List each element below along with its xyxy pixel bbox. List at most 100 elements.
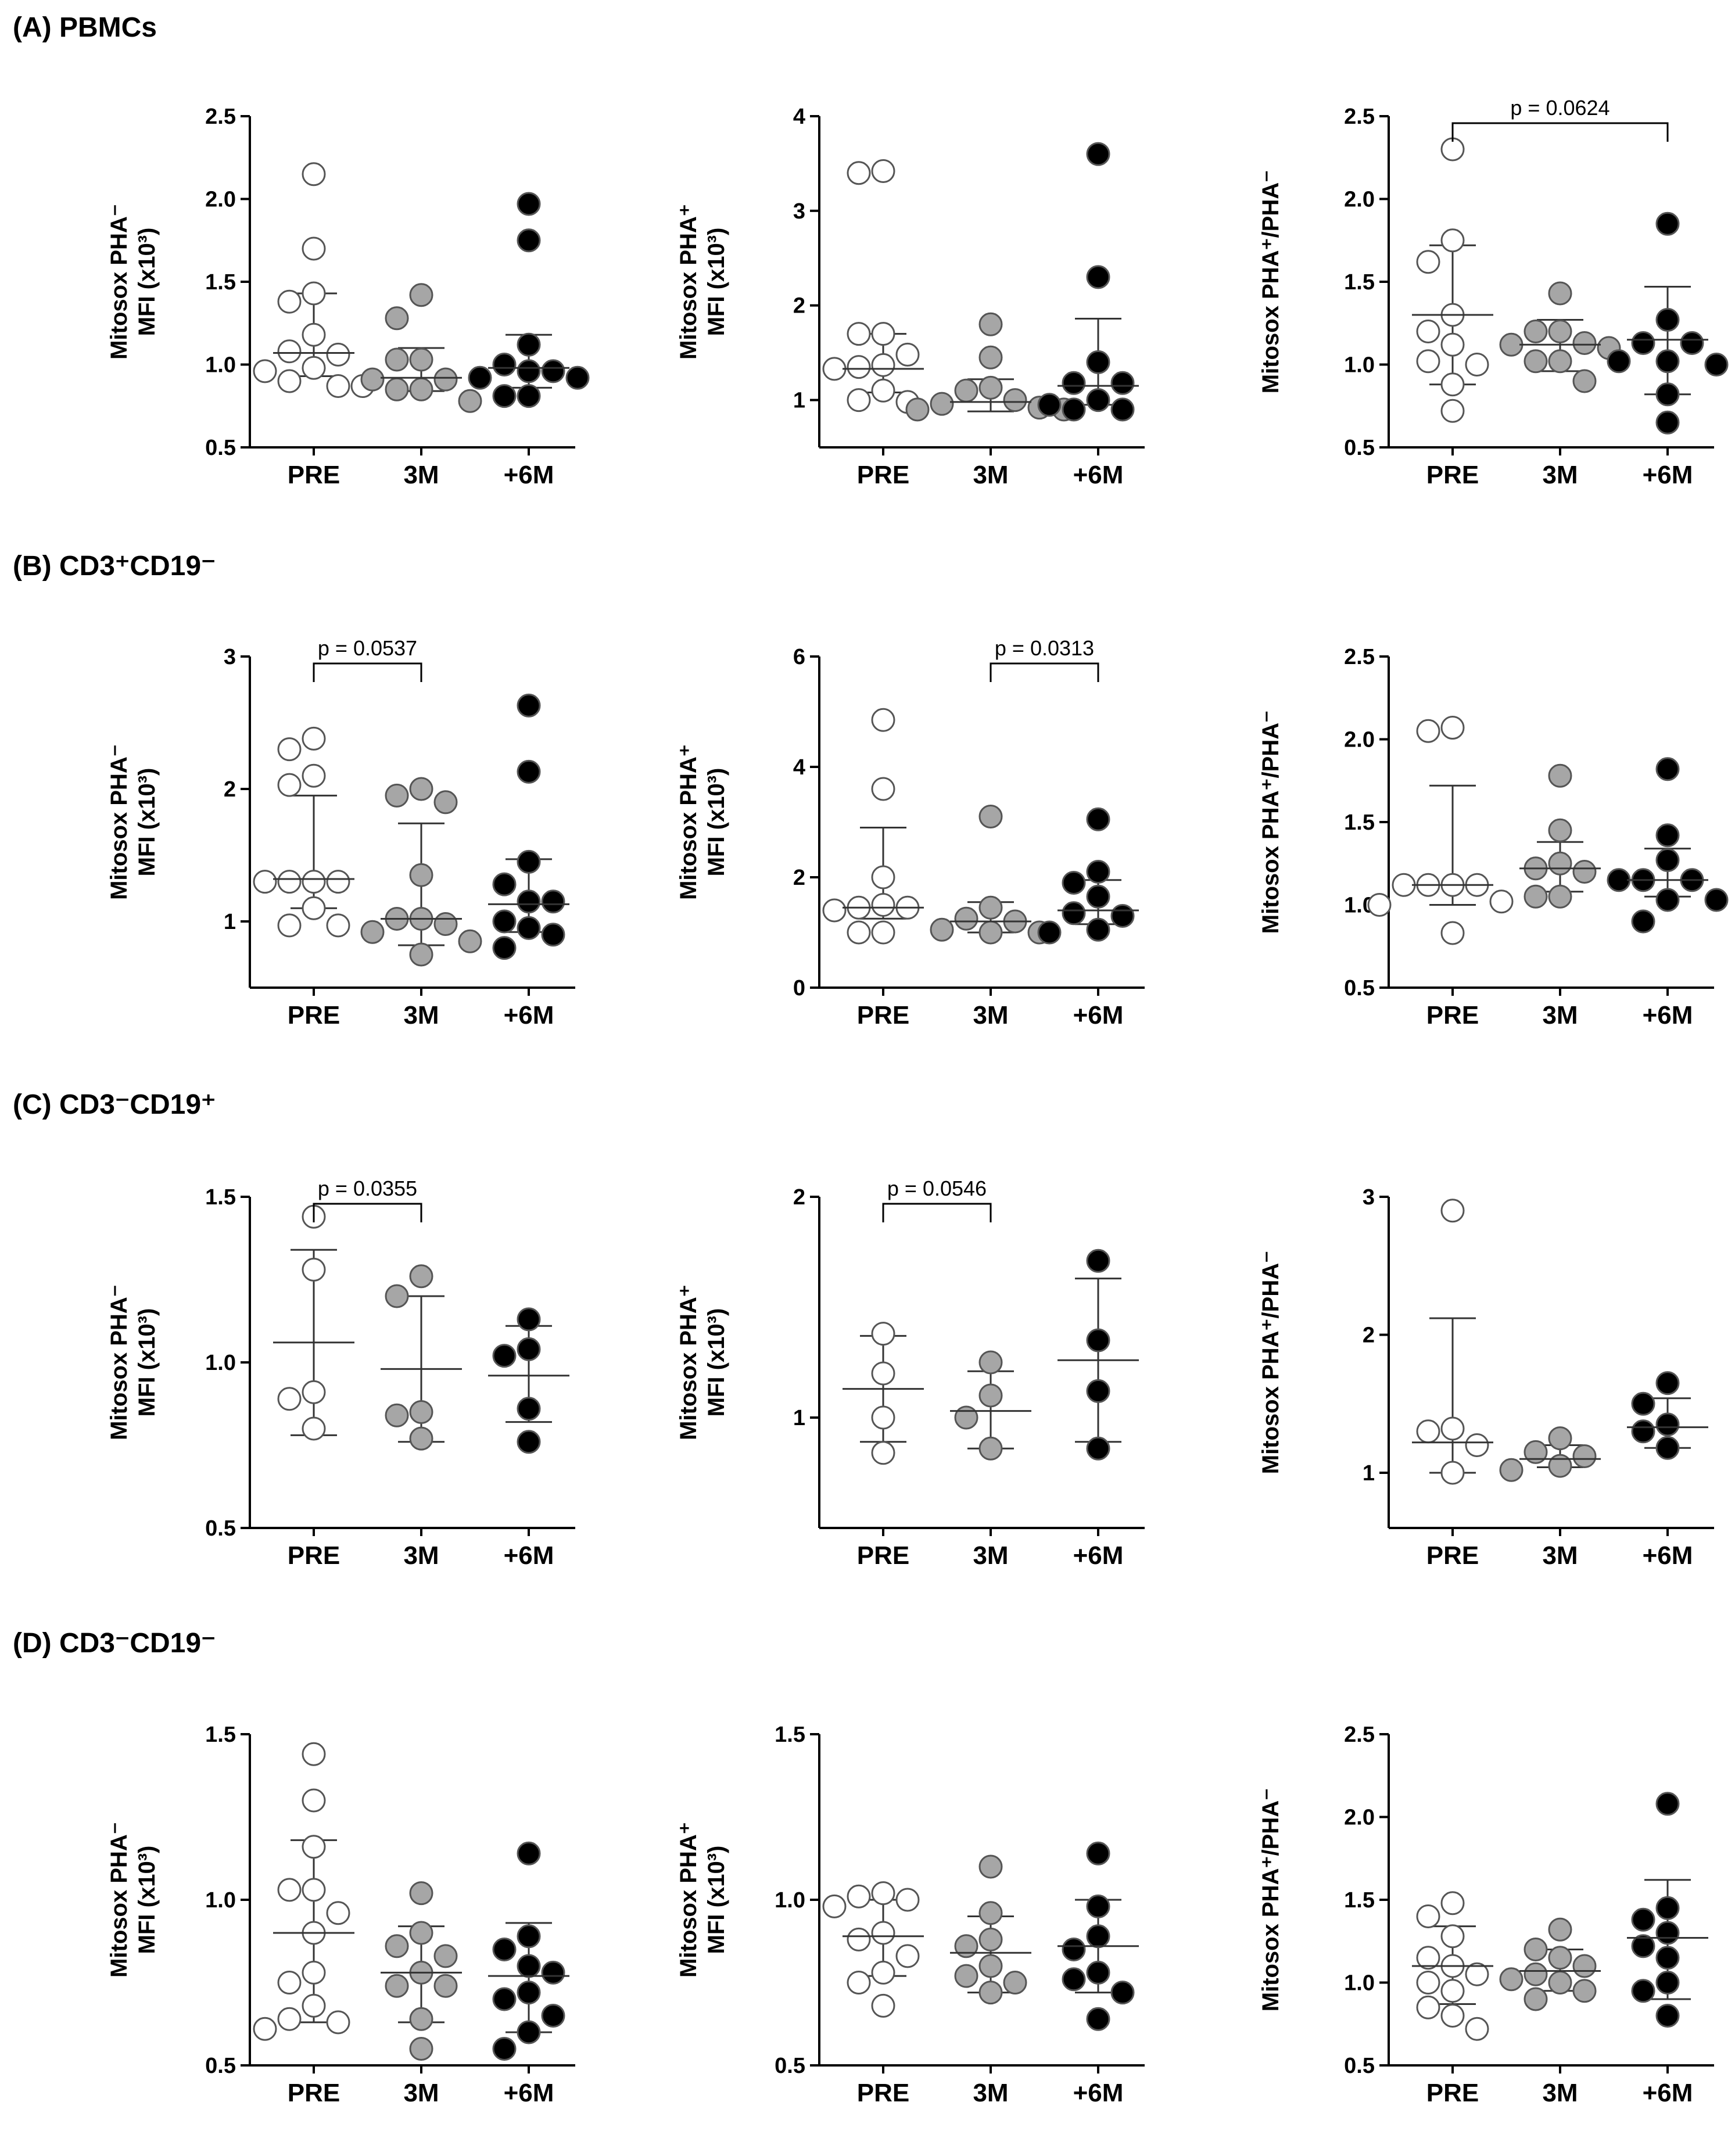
data-point	[433, 912, 458, 937]
p-value-label: p = 0.0537	[318, 636, 417, 660]
data-point	[1003, 388, 1027, 412]
data-point	[822, 898, 847, 923]
p-value-bracket	[1451, 122, 1669, 142]
data-point	[433, 1944, 458, 1968]
data-point	[1655, 1946, 1680, 1970]
data-point	[1680, 331, 1704, 355]
data-point	[1499, 332, 1523, 357]
data-point	[871, 1441, 895, 1465]
data-point	[895, 342, 920, 367]
category-label: 3M	[973, 1541, 1008, 1570]
data-point	[954, 1405, 978, 1430]
data-point	[517, 759, 541, 784]
y-tick-label: 0.5	[205, 2054, 236, 2078]
data-point	[1548, 1426, 1572, 1451]
data-point	[1548, 1946, 1572, 1970]
category-label: 3M	[403, 2079, 439, 2107]
y-axis-label-unit: MFI (x10³)	[134, 768, 160, 877]
data-point	[492, 936, 517, 960]
data-point	[978, 1954, 1003, 1978]
data-point	[1523, 884, 1548, 909]
data-point	[1607, 868, 1631, 892]
category-label: PRE	[1426, 461, 1479, 489]
y-tick-label: 2	[224, 777, 236, 802]
data-point	[1499, 1458, 1523, 1482]
data-point	[1548, 349, 1572, 374]
data-point	[409, 283, 433, 307]
data-point	[1572, 860, 1597, 884]
data-point	[517, 228, 541, 253]
data-point	[326, 342, 350, 367]
data-point	[1416, 1971, 1440, 1994]
category-label: PRE	[1426, 1001, 1479, 1029]
data-point	[1416, 719, 1440, 743]
y-tick-label: 2	[793, 866, 805, 890]
data-point	[871, 1881, 895, 1906]
y-axis-label-unit: MFI (x10³)	[134, 228, 160, 336]
category-label: PRE	[1426, 1541, 1479, 1570]
data-point	[1489, 889, 1514, 914]
y-tick-label: 0.5	[1344, 976, 1375, 1000]
data-point	[541, 2004, 565, 2028]
data-point	[1440, 372, 1465, 397]
data-point	[871, 378, 895, 403]
data-point	[517, 849, 541, 874]
y-axis-label: Mitosox PHA⁺	[676, 1822, 701, 1978]
data-point	[492, 2037, 517, 2061]
data-point	[871, 777, 895, 801]
data-point	[871, 865, 895, 889]
y-axis-label: Mitosox PHA⁺/PHA⁻	[1258, 1251, 1284, 1474]
category-label: PRE	[288, 2079, 340, 2107]
data-point	[302, 281, 326, 306]
data-point	[302, 1960, 326, 1985]
data-point	[1655, 1436, 1680, 1460]
y-axis-label: Mitosox PHA⁺	[676, 204, 701, 360]
section-title-c: (C) CD3⁻CD19⁺	[13, 1089, 216, 1120]
data-point	[1572, 1979, 1597, 2003]
y-tick-label: 2.0	[1344, 188, 1375, 212]
data-point	[360, 367, 385, 392]
data-point	[409, 1426, 433, 1451]
section-title-b: (B) CD3⁺CD19⁻	[13, 551, 216, 582]
data-point	[1086, 1249, 1110, 1273]
data-point	[1465, 353, 1489, 376]
y-tick-label: 4	[793, 755, 805, 780]
data-point	[1465, 1962, 1489, 1986]
data-point	[978, 312, 1003, 336]
data-point	[302, 870, 326, 894]
data-point	[1572, 1954, 1597, 1978]
y-tick-label: 1.5	[1344, 810, 1375, 835]
y-tick-label: 1	[793, 389, 805, 413]
y-axis-label: Mitosox PHA⁻	[106, 1285, 132, 1440]
data-point	[1086, 1328, 1110, 1353]
data-point	[1086, 860, 1110, 884]
chart-panel-5: 0 2 4 6 PRE 3M +6M Mitosox PHA⁺ MFI (x10³) p = 0.…	[676, 636, 1145, 1029]
data-point	[1704, 353, 1729, 376]
chart-panel-7: 0.5 1.0 1.5 PRE 3M +6M Mitosox PHA⁻ MFI (x10³) p…	[106, 1176, 575, 1570]
data-point	[433, 367, 458, 392]
data-point	[433, 1974, 458, 1998]
data-point	[871, 1921, 895, 1945]
data-point	[517, 384, 541, 408]
data-point	[302, 1380, 326, 1404]
category-label: +6M	[1073, 1541, 1124, 1570]
data-point	[1086, 265, 1110, 289]
data-point	[978, 375, 1003, 400]
data-point	[1110, 904, 1135, 928]
data-point	[1572, 369, 1597, 393]
data-point	[409, 863, 433, 887]
data-point	[326, 1901, 350, 1925]
data-point	[492, 353, 517, 376]
data-point	[1523, 1938, 1548, 1961]
data-point	[1655, 211, 1680, 236]
data-point	[517, 916, 541, 940]
y-tick-label: 2	[793, 294, 805, 318]
data-point	[277, 369, 302, 393]
y-tick-label: 1.0	[205, 1351, 236, 1375]
data-point	[1631, 1934, 1655, 1958]
data-point	[822, 1894, 847, 1918]
y-tick-label: 3	[1363, 1185, 1375, 1210]
data-point	[302, 1993, 326, 2018]
data-point	[492, 1987, 517, 2011]
